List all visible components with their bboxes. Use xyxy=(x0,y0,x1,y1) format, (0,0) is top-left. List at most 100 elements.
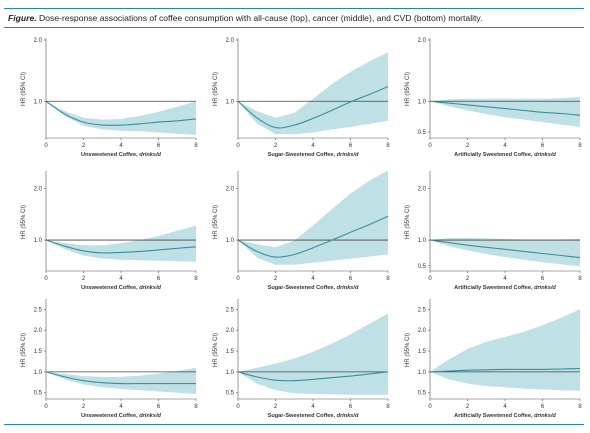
x-axis-label-unit: drinks/d xyxy=(337,152,359,158)
x-axis-label: Unsweetened Coffee, drinks/d xyxy=(81,413,161,419)
x-tick-label: 8 xyxy=(194,143,198,149)
y-tick-label: 2.0 xyxy=(226,38,235,44)
x-axis-label: Artificially Sweetened Coffee, drinks/d xyxy=(454,285,556,291)
chart-svg: 0.5 1.0 1.5 2.0 2.5 0 2 4 6 8 HR (95% CI) Unsweeten… xyxy=(21,299,198,419)
x-tick-label: 2 xyxy=(466,404,470,410)
y-tick-label: 2.5 xyxy=(418,307,427,313)
x-axis-label: Sugar-Sweetened Coffee, drinks/d xyxy=(268,285,359,291)
x-tick-label: 4 xyxy=(503,404,507,410)
y-tick-label: 2.0 xyxy=(34,38,43,44)
figure-caption-label: Figure. xyxy=(8,13,37,23)
y-tick-label: 2.0 xyxy=(34,186,43,192)
y-tick-label: 0.5 xyxy=(34,391,43,397)
x-tick-label: 4 xyxy=(119,143,123,149)
y-tick-label: 1.5 xyxy=(226,349,235,355)
y-tick-label: 1.0 xyxy=(418,99,427,105)
y-tick-label: 1.0 xyxy=(226,370,235,376)
x-axis-label-main: Unsweetened Coffee, xyxy=(81,413,139,419)
chart-svg: 0.5 1.0 2.0 0 2 4 6 8 HR (95% CI) Artificially Sw… xyxy=(405,171,582,291)
y-axis-label: HR (95% CI) xyxy=(213,72,219,106)
chart-panel-cvd-1: 0.5 1.0 1.5 2.0 2.5 0 2 4 6 8 HR (95% CI) Unsweeten… xyxy=(18,295,200,423)
y-tick-label: 1.0 xyxy=(226,99,235,105)
x-tick-label: 4 xyxy=(119,404,123,410)
x-tick-label: 2 xyxy=(466,143,470,149)
figure-caption: Figure. Dose-response associations of co… xyxy=(8,13,482,23)
x-axis-label-main: Sugar-Sweetened Coffee, xyxy=(268,285,337,291)
hr-line xyxy=(429,368,581,373)
y-tick-label: 1.5 xyxy=(418,349,427,355)
x-axis-label-unit: drinks/d xyxy=(337,285,359,291)
x-tick-label: 6 xyxy=(157,404,161,410)
x-tick-label: 2 xyxy=(82,143,86,149)
x-tick-label: 4 xyxy=(311,404,315,410)
y-axis-label: HR (95% CI) xyxy=(213,333,219,367)
x-tick-label: 6 xyxy=(157,143,161,149)
hr-line xyxy=(45,371,196,385)
chart-panel-all-cause-1: 1.0 2.0 0 2 4 6 8 HR (95% CI) Unsweetened Coffee… xyxy=(18,34,200,162)
y-axis-label: HR (95% CI) xyxy=(405,205,411,239)
y-tick-label: 0.5 xyxy=(418,264,427,270)
x-axis-label-main: Sugar-Sweetened Coffee, xyxy=(268,152,337,158)
caption-rule xyxy=(4,27,584,28)
y-tick-label: 2.0 xyxy=(226,328,235,334)
x-axis-label-unit: drinks/d xyxy=(139,285,161,291)
x-tick-label: 2 xyxy=(82,276,86,282)
x-tick-label: 8 xyxy=(194,276,198,282)
chart-svg: 0.5 1.0 1.5 2.0 2.5 0 2 4 6 8 HR (95% CI) Artificia… xyxy=(405,299,582,419)
x-tick-label: 0 xyxy=(428,276,432,282)
x-tick-label: 0 xyxy=(44,143,48,149)
chart-svg: 0.5 1.0 2.0 0 2 4 6 8 HR (95% CI) Artificially Sw… xyxy=(405,38,582,158)
x-tick-label: 0 xyxy=(44,404,48,410)
y-tick-label: 1.0 xyxy=(418,370,427,376)
x-tick-label: 4 xyxy=(119,276,123,282)
y-tick-label: 2.0 xyxy=(418,186,427,192)
chart-svg: 0.5 1.0 1.5 2.0 2.5 0 2 4 6 8 HR (95% CI) Sugar-Swe… xyxy=(213,299,390,419)
x-tick-label: 0 xyxy=(44,276,48,282)
x-axis-label: Artificially Sweetened Coffee, drinks/d xyxy=(454,413,556,419)
x-tick-label: 8 xyxy=(386,276,390,282)
confidence-band xyxy=(238,170,388,265)
x-tick-label: 6 xyxy=(157,276,161,282)
y-tick-label: 2.5 xyxy=(34,307,43,313)
x-tick-label: 0 xyxy=(428,143,432,149)
x-axis-label-unit: drinks/d xyxy=(534,413,556,419)
confidence-band xyxy=(430,309,580,391)
hr-line xyxy=(45,100,197,126)
y-axis-label: HR (95% CI) xyxy=(213,205,219,239)
x-axis-label-main: Artificially Sweetened Coffee, xyxy=(454,413,534,419)
x-tick-label: 2 xyxy=(466,276,470,282)
x-tick-label: 6 xyxy=(541,276,545,282)
bottom-rule xyxy=(4,424,584,425)
y-tick-label: 2.0 xyxy=(34,328,43,334)
y-tick-label: 0.5 xyxy=(418,130,427,136)
chart-panel-all-cause-3: 0.5 1.0 2.0 0 2 4 6 8 HR (95% CI) Artificially Sw… xyxy=(402,34,584,162)
y-tick-label: 1.5 xyxy=(34,349,43,355)
chart-panel-all-cause-2: 1.0 2.0 0 2 4 6 8 HR (95% CI) Sugar-Sweetened Co… xyxy=(210,34,392,162)
y-tick-label: 2.0 xyxy=(226,186,235,192)
x-tick-label: 0 xyxy=(428,404,432,410)
x-tick-label: 2 xyxy=(274,276,278,282)
y-axis-label: HR (95% CI) xyxy=(21,333,27,367)
x-axis-label: Artificially Sweetened Coffee, drinks/d xyxy=(454,152,556,158)
x-axis-label-unit: drinks/d xyxy=(534,152,556,158)
chart-panel-cvd-3: 0.5 1.0 1.5 2.0 2.5 0 2 4 6 8 HR (95% CI) Artificia… xyxy=(402,295,584,423)
x-tick-label: 8 xyxy=(194,404,198,410)
y-tick-label: 2.5 xyxy=(226,307,235,313)
x-axis-label-main: Unsweetened Coffee, xyxy=(81,285,139,291)
confidence-band xyxy=(46,367,196,394)
x-tick-label: 0 xyxy=(236,276,240,282)
chart-panel-cancer-3: 0.5 1.0 2.0 0 2 4 6 8 HR (95% CI) Artificially Sw… xyxy=(402,167,584,295)
x-tick-label: 8 xyxy=(578,276,582,282)
y-axis-label: HR (95% CI) xyxy=(405,72,411,106)
confidence-band xyxy=(238,52,388,135)
y-tick-label: 1.0 xyxy=(418,238,427,244)
hr-line xyxy=(237,215,389,258)
hr-line xyxy=(237,371,389,382)
x-axis-label-main: Unsweetened Coffee, xyxy=(81,152,139,158)
chart-panel-cvd-2: 0.5 1.0 1.5 2.0 2.5 0 2 4 6 8 HR (95% CI) Sugar-Swe… xyxy=(210,295,392,423)
hr-line xyxy=(429,100,581,116)
x-axis-label-main: Sugar-Sweetened Coffee, xyxy=(268,413,337,419)
top-rule xyxy=(4,8,584,9)
x-tick-label: 4 xyxy=(503,276,507,282)
